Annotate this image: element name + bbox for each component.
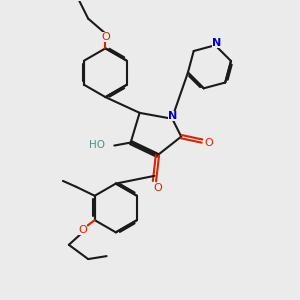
Text: O: O — [154, 183, 162, 193]
Text: O: O — [101, 32, 110, 42]
Text: N: N — [168, 111, 177, 122]
Text: O: O — [78, 225, 87, 235]
Text: HO: HO — [89, 140, 105, 150]
Text: N: N — [212, 38, 221, 48]
Text: O: O — [204, 138, 213, 148]
